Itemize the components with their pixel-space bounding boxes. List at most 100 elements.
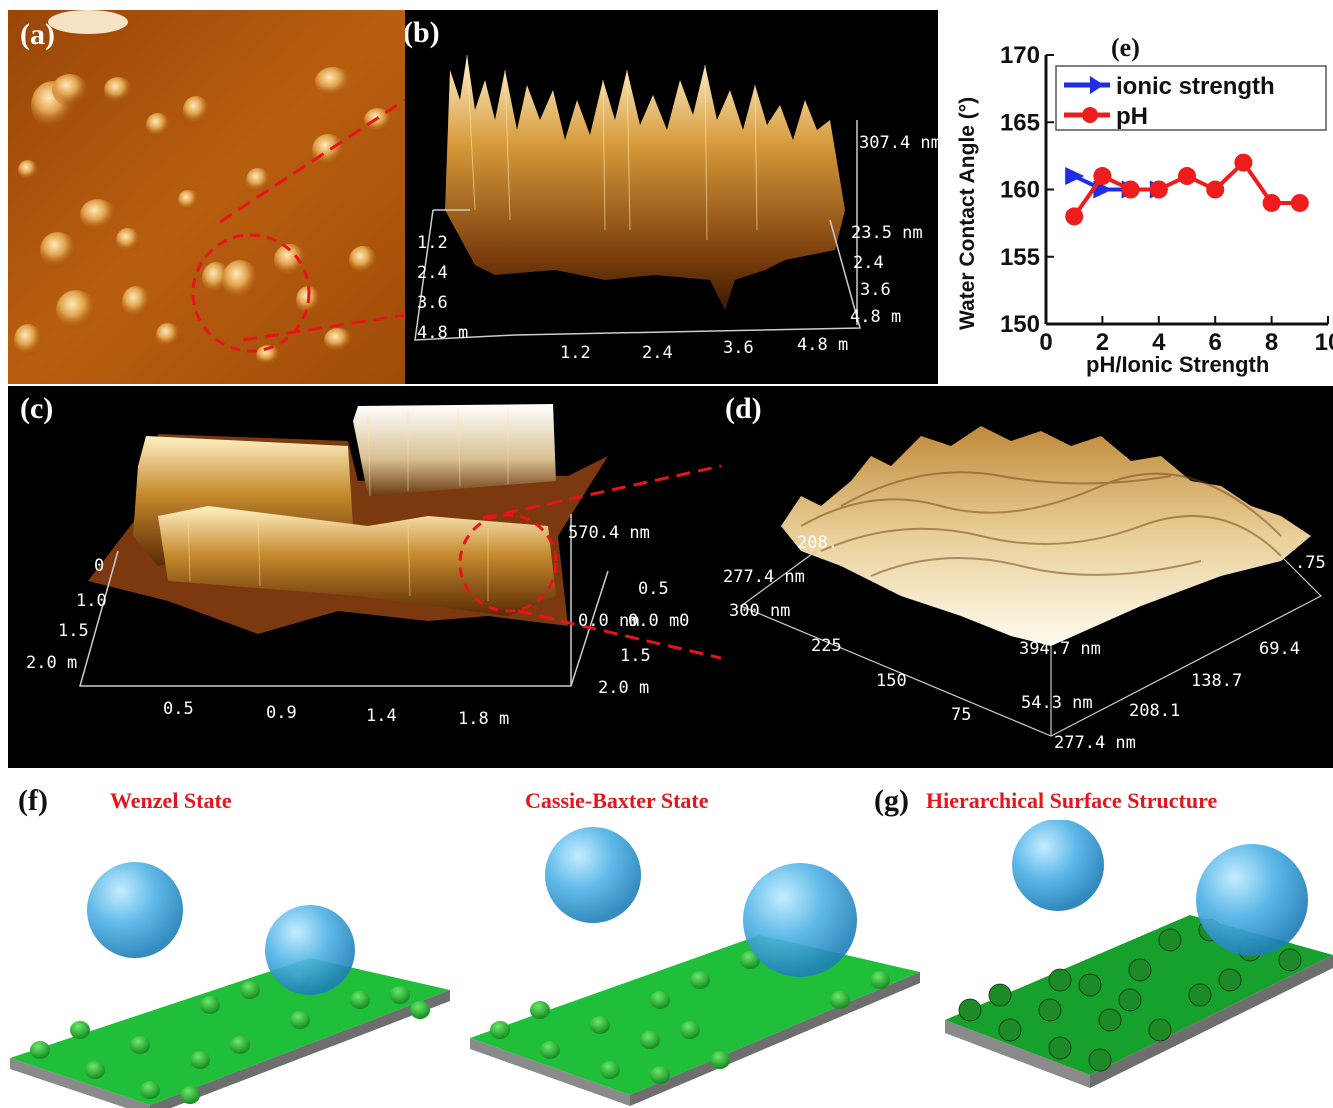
legend-ionic-strength: ionic strength	[1116, 73, 1275, 100]
x-tick: 0.9	[266, 703, 297, 723]
panel-label-c: (c)	[20, 392, 54, 425]
tick: 208.1	[1129, 701, 1180, 721]
chart-title: (e)	[1111, 33, 1140, 62]
series-1-point	[1206, 180, 1225, 199]
x-tick: 3.6	[723, 338, 754, 358]
wenzel-state-title: Wenzel State	[110, 788, 232, 813]
wenzel-illustration	[10, 862, 450, 1108]
cassie-illustration	[470, 827, 920, 1106]
z-tick: 277.4 nm	[723, 567, 805, 587]
tick: 69.4	[1259, 639, 1300, 659]
y-tick: 0	[94, 556, 104, 576]
x-tick: 1.8 m	[458, 709, 509, 729]
wetting-illustrations	[10, 820, 1333, 1108]
afm-3d-render-b: 307.4 nm 23.5 nm 1.2 2.4 3.6 4.8 m 1.2 2…	[414, 54, 938, 363]
x-tick-label: 6	[1209, 329, 1222, 356]
x-tick: 2.4	[642, 343, 673, 363]
tick: 75	[951, 705, 971, 725]
y-tick-label: 165	[1000, 109, 1040, 136]
y-tick: 1.2	[417, 233, 448, 253]
y-tick: 3.6	[417, 293, 448, 313]
zmin-label-b: 23.5 nm	[851, 223, 923, 243]
r-ticks-c: 1.5 2.0 m	[598, 646, 651, 698]
contact-angle-chart: 150 155 160 165 170 0 2 4 6 8 10 Water Contact An…	[956, 33, 1333, 377]
y-axis-label: Water Contact Angle (°)	[956, 97, 979, 330]
left-ticks-d: 225 150 75	[811, 636, 971, 725]
afm-3d-render-d: 277.4 nm 208. 300 nm .75 225 150 75 394.…	[723, 426, 1326, 753]
tick: 225	[811, 636, 842, 656]
cassie-state-title: Cassie-Baxter State	[525, 788, 709, 813]
x-tick-label: 10	[1315, 329, 1333, 356]
y-tick-label: 150	[1000, 311, 1040, 338]
panel-a-afm-topview: (a)	[8, 10, 405, 384]
y-tick: 2.4	[417, 263, 448, 283]
y-tick: 4.8 m	[417, 323, 468, 343]
tick: 394.7 nm	[1019, 639, 1101, 659]
panel-d-afm-3d: 277.4 nm 208. 300 nm .75 225 150 75 394.…	[721, 386, 1333, 768]
hierarchical-title: Hierarchical Surface Structure	[926, 788, 1218, 813]
zmin-label-c: 0.0 nm	[578, 611, 639, 631]
afm-topview-image	[8, 10, 405, 384]
x-tick-label: 0	[1039, 329, 1052, 356]
r-tick: 2.4	[853, 253, 884, 273]
series-0-point	[1065, 167, 1085, 186]
x-tick-label: 2	[1096, 329, 1109, 356]
panel-label-g: (g)	[874, 784, 909, 817]
center-ticks-d: 394.7 nm 54.3 nm 277.4 nm	[1019, 639, 1136, 753]
x-tick: 0.5	[163, 699, 194, 719]
y-tick: 1.0	[76, 591, 107, 611]
z-tick: .75	[1295, 553, 1326, 573]
series-1-point	[1290, 193, 1309, 212]
tick: 150	[876, 671, 907, 691]
x-axis-label: pH/Ionic Strength	[1086, 352, 1269, 377]
panel-e-chart: 150 155 160 165 170 0 2 4 6 8 10 Water Contact An…	[940, 10, 1333, 384]
y-tick-label: 155	[1000, 244, 1040, 271]
x-tick: 1.2	[560, 343, 591, 363]
chart-legend: ionic strength pH	[1055, 65, 1327, 131]
tick: 138.7	[1191, 671, 1242, 691]
afm-3d-render-c: 570.4 nm 0.5 0.0 nm 0.0 m0 0 1.0 1.5 2.0…	[26, 404, 721, 729]
x-tick: 4.8 m	[797, 335, 848, 355]
zmax-label-b: 307.4 nm	[859, 133, 938, 153]
z-tick: 300 nm	[729, 601, 790, 621]
chart-plot-area	[1065, 153, 1309, 226]
series-1-point	[1149, 180, 1168, 199]
r-tick: 2.0 m	[598, 678, 649, 698]
r-tick: 4.8 m	[850, 307, 901, 327]
zmid-label-c: 0.5	[638, 579, 669, 599]
series-1-point	[1262, 193, 1281, 212]
y-tick: 1.5	[58, 621, 89, 641]
x-tick-label: 8	[1265, 329, 1278, 356]
series-1-point	[1065, 207, 1084, 226]
series-1-point	[1093, 167, 1112, 186]
panel-label-a: (a)	[20, 18, 55, 51]
series-1-point	[1121, 180, 1140, 199]
x-ticks-b: 1.2 2.4 3.6 4.8 m	[560, 335, 848, 363]
right-ticks-d: 69.4 138.7 208.1	[1129, 639, 1300, 721]
y-tick: 2.0 m	[26, 653, 77, 673]
y-tick-label: 160	[1000, 177, 1040, 204]
tick: 277.4 nm	[1054, 733, 1136, 753]
panel-label-d: (d)	[725, 392, 762, 425]
panel-label-f: (f)	[18, 784, 48, 817]
y-ticks-b: 1.2 2.4 3.6 4.8 m	[417, 233, 468, 343]
zmin-overlap-c: 0.0 m0	[628, 611, 689, 631]
panel-b-afm-3d: 307.4 nm 23.5 nm 1.2 2.4 3.6 4.8 m 1.2 2…	[405, 10, 938, 384]
series-1-point	[1234, 153, 1253, 172]
tick: 54.3 nm	[1021, 693, 1093, 713]
r-ticks-b: 2.4 3.6 4.8 m	[850, 253, 901, 327]
z-tick: 208.	[797, 533, 838, 553]
series-1-point	[1178, 167, 1196, 186]
x-tick: 1.4	[366, 706, 397, 726]
r-tick: 3.6	[860, 280, 891, 300]
legend-ph: pH	[1116, 103, 1148, 130]
x-tick-labels: 0 2 4 6 8 10	[1039, 316, 1333, 356]
y-ticks-c: 0 1.0 1.5 2.0 m	[26, 556, 107, 673]
zmax-label-c: 570.4 nm	[568, 523, 650, 543]
hierarchical-illustration	[945, 820, 1333, 1088]
panel-c-afm-3d: 570.4 nm 0.5 0.0 nm 0.0 m0 0 1.0 1.5 2.0…	[8, 386, 721, 768]
panel-label-b: (b)	[405, 16, 440, 49]
x-ticks-c: 0.5 0.9 1.4 1.8 m	[163, 699, 509, 729]
x-tick-label: 4	[1152, 329, 1166, 356]
y-tick-label: 170	[1000, 42, 1040, 69]
